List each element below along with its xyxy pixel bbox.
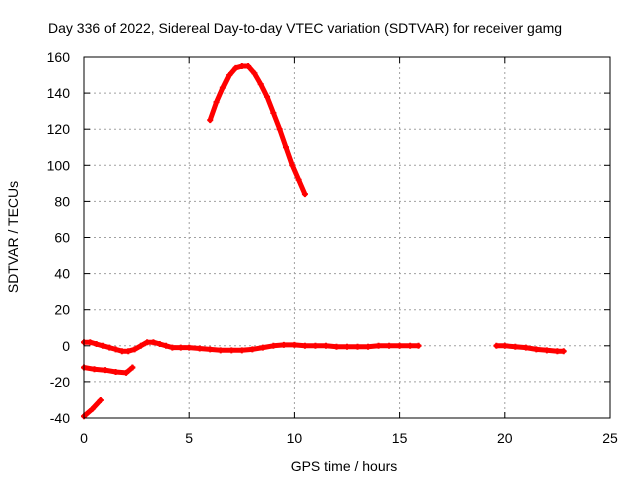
data-point [312,342,319,349]
data-point [522,344,529,351]
data-point [99,342,106,349]
data-point [259,344,266,351]
data-point [554,348,561,355]
data-point [228,347,235,354]
x-tick-labels: 0 5 10 15 20 25 [80,430,618,446]
y-tick-label: 60 [54,230,70,246]
data-point [333,343,340,350]
data-point [123,369,130,376]
data-point [280,341,287,348]
data-point [186,344,193,351]
y-axis-label: SDTVAR / TECUs [5,181,21,293]
data-point [375,342,382,349]
data-point [129,364,136,371]
data-point [543,347,550,354]
data-point [196,345,203,352]
data-point [131,346,138,353]
data-point [282,144,289,151]
data-point [295,176,302,183]
data-point [97,396,104,403]
data-point [207,346,214,353]
data-point [251,70,258,77]
data-point [276,126,283,133]
data-point [533,346,540,353]
data-point [560,348,567,355]
x-axis-label: GPS time / hours [291,458,398,474]
data-point [264,93,271,100]
data-point [144,339,151,346]
y-tick-label: 120 [47,121,71,137]
data-point [150,339,157,346]
data-point [217,347,224,354]
x-tick-label: 15 [392,430,408,446]
y-tick-label: 80 [54,193,70,209]
data-point [87,339,94,346]
plot-frame [83,56,611,419]
y-tick-label: 0 [62,338,70,354]
data-point [501,342,508,349]
data-point [112,368,119,375]
data-point [344,343,350,350]
data-point [270,109,277,116]
y-tick-label: 20 [54,302,70,318]
data-point [177,344,184,351]
data-point [354,343,361,350]
data-point [125,348,132,355]
data-point [245,63,252,70]
y-tick-label: 100 [47,157,71,173]
data-point [163,342,170,349]
data-point [386,342,393,349]
data-point [415,342,422,349]
data-point [219,84,226,91]
y-tick-label: -40 [50,410,70,426]
data-point [118,348,125,355]
y-tick-labels: -40 -20 0 20 40 60 80 100 120 140 160 [47,49,71,426]
y-tick-label: 140 [47,85,71,101]
data-point [291,341,298,348]
data-point [301,342,308,349]
data-point [493,342,500,349]
series-layer [81,63,567,420]
series-arc-4 [207,63,308,197]
x-tick-label: 0 [80,430,88,446]
data-point [232,64,239,71]
data-point [112,346,119,353]
data-point [365,343,372,350]
data-point [301,191,308,198]
data-point [89,405,96,412]
data-point [289,162,296,169]
y-tick-label: -20 [50,374,70,390]
data-point [156,340,163,347]
data-point [137,342,144,349]
data-point [226,72,233,79]
data-point [169,344,176,351]
x-tick-label: 25 [602,430,618,446]
data-point [213,99,220,106]
data-point [102,367,109,374]
y-tick-label: 40 [54,266,70,282]
data-point [249,346,256,353]
data-point [238,347,245,354]
data-point [512,343,519,350]
data-point [238,63,245,70]
data-point [91,366,98,373]
data-point [106,344,113,351]
data-point [322,342,329,349]
chart-title: Day 336 of 2022, Sidereal Day-to-day VTE… [48,20,562,36]
data-point [270,342,277,349]
data-point [93,340,100,347]
data-point [207,117,214,124]
data-point [257,81,264,88]
y-tick-label: 160 [47,49,71,65]
data-point [396,342,403,349]
tick-marks [83,56,611,419]
x-tick-label: 5 [185,430,193,446]
grid [84,57,610,418]
data-point [407,342,414,349]
x-tick-label: 20 [497,430,513,446]
x-tick-label: 10 [287,430,303,446]
